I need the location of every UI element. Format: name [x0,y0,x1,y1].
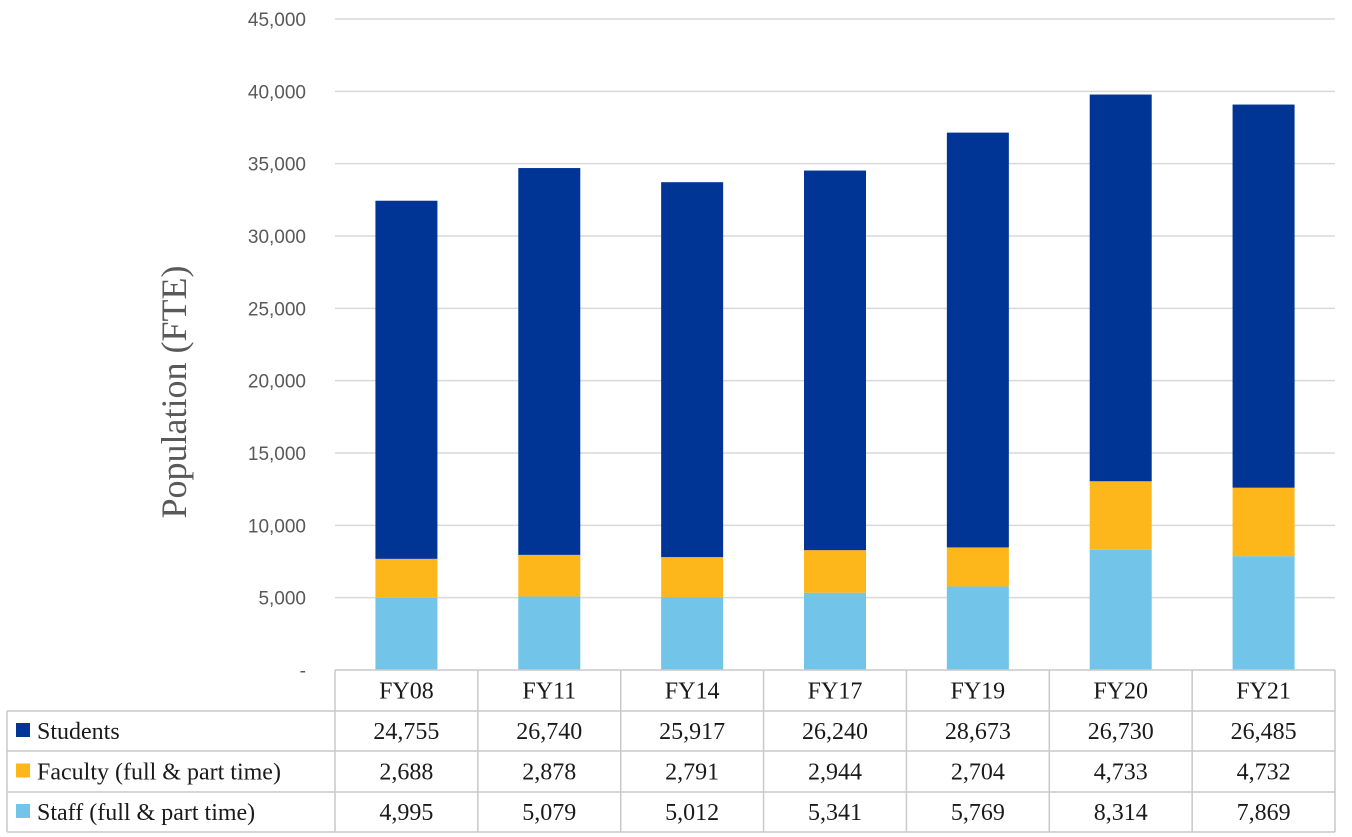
x-tick-label: FY19 [951,679,1006,705]
data-label: 2,944 [808,760,862,786]
bar-segment [375,200,438,559]
data-label: 2,688 [379,760,433,786]
legend-swatch [16,763,30,778]
bar-segment [1089,94,1152,482]
bar-segment [804,170,866,551]
bar-segment [946,132,1009,548]
data-label: 24,755 [373,719,439,745]
data-label: 5,012 [665,800,719,826]
y-axis-ticks: - 5,000 10,000 15,000 20,000 25,000 30,000 35,0… [248,10,306,682]
legend-label: Staff (full & part time) [37,800,255,826]
data-label: 28,673 [945,719,1011,745]
bar-segment [518,554,581,597]
data-label: 5,769 [951,800,1005,826]
legend-label: Faculty (full & part time) [37,760,281,786]
data-label: 4,995 [379,800,433,826]
y-tick-label: 35,000 [248,155,306,176]
bar-segment [804,592,866,670]
y-tick-label: - [300,661,306,682]
legend-swatch [16,804,30,818]
legend-label: Students [37,719,120,745]
bars [375,94,1295,670]
bar-segment [661,182,724,558]
x-tick-label: FY20 [1093,679,1148,705]
data-label: 26,485 [1231,719,1297,745]
y-tick-label: 20,000 [248,372,306,393]
x-tick-label: FY11 [522,679,576,705]
bar-segment [518,596,581,670]
bar-segment [804,550,866,593]
x-tick-label: FY17 [808,679,863,705]
y-tick-label: 45,000 [248,10,306,31]
data-label: 26,240 [802,719,868,745]
bar-segment [946,547,1009,587]
y-tick-label: 40,000 [248,82,306,103]
legend-swatch [16,723,30,737]
x-tick-label: FY14 [665,679,720,705]
y-tick-label: 10,000 [248,516,306,537]
data-label: 7,869 [1237,800,1291,826]
bar-segment [375,558,438,598]
y-tick-label: 5,000 [258,589,306,610]
data-label: 2,704 [951,760,1005,786]
bar-segment [518,168,581,555]
bar-segment [1232,104,1295,488]
data-label: 8,314 [1094,800,1148,826]
data-label: 2,791 [665,760,719,786]
data-table: FY08 FY11 FY14 FY17 FY19 FY20 FY21 Students 24,7… [6,669,1336,833]
bar-segment [1089,481,1152,550]
bar-segment [1232,556,1295,670]
data-label: 4,733 [1094,760,1148,786]
bar-segment [1232,487,1295,557]
bar-segment [946,586,1009,670]
y-axis-title: Population (FTE) [154,266,194,519]
data-label: 26,740 [516,719,582,745]
data-label: 26,730 [1088,719,1154,745]
bar-segment [375,597,438,670]
data-label: 2,878 [522,760,576,786]
bar-segment [1089,549,1152,670]
data-label: 5,341 [808,800,862,826]
y-tick-label: 25,000 [248,299,306,320]
data-label: 4,732 [1237,760,1291,786]
data-label: 25,917 [659,719,725,745]
x-tick-label: FY08 [379,679,434,705]
bar-segment [661,597,724,670]
bar-segment [661,557,724,598]
data-label: 5,079 [522,800,576,826]
y-tick-label: 15,000 [248,444,306,465]
x-tick-label: FY21 [1236,679,1291,705]
y-tick-label: 30,000 [248,227,306,248]
